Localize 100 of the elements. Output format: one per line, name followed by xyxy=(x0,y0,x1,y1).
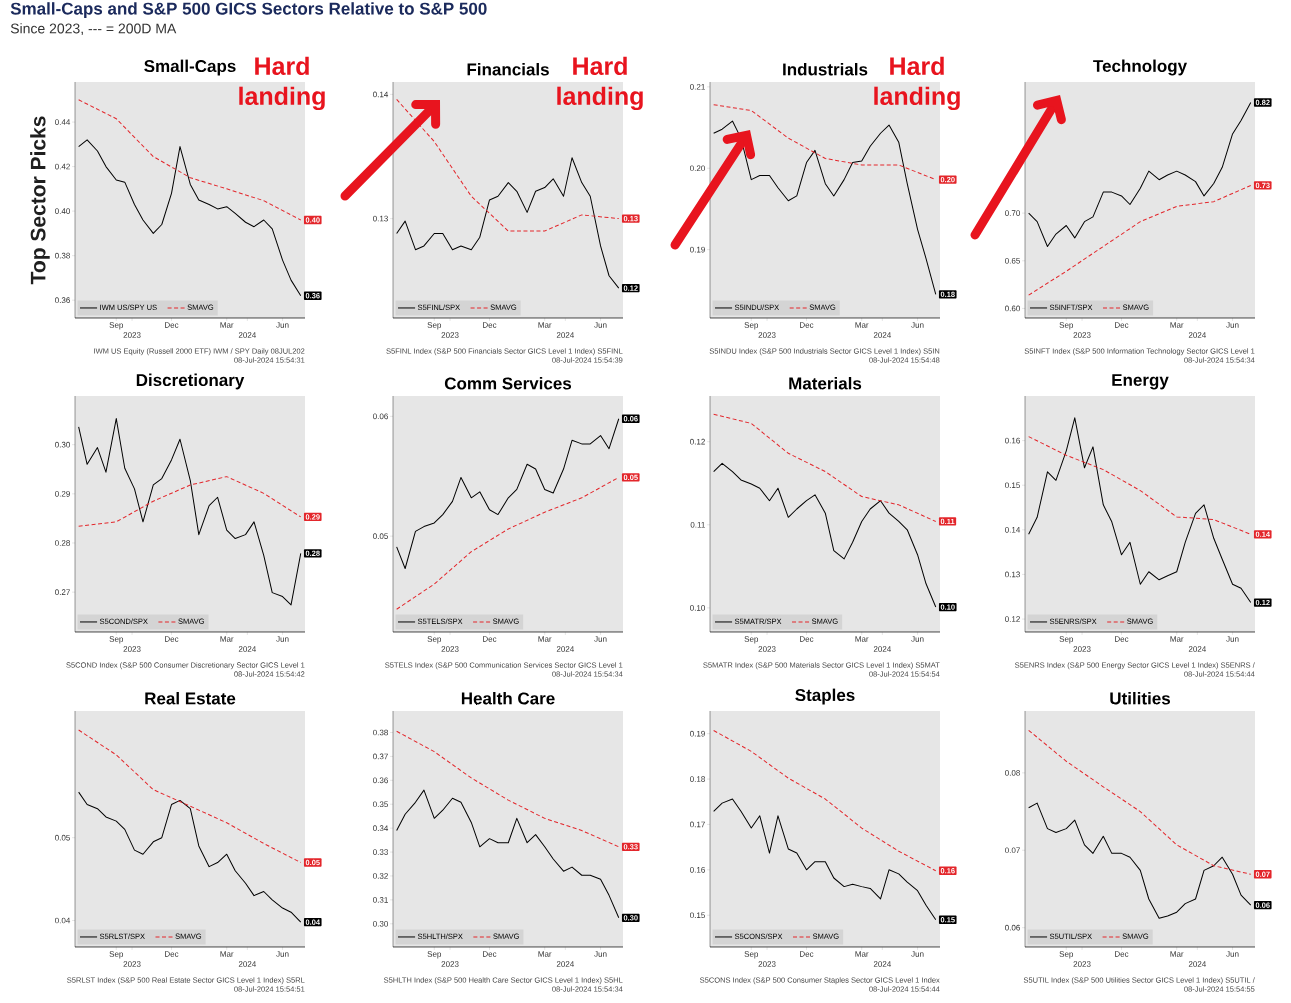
x-tick-label: Mar xyxy=(1170,322,1184,328)
y-tick-label: 0.18 xyxy=(690,776,705,782)
x-tick-label: Jun xyxy=(1226,951,1239,957)
y-tick-label: 0.60 xyxy=(1005,305,1020,312)
line-series xyxy=(1028,417,1252,604)
x-tick-label: Dec xyxy=(1115,322,1129,328)
line-series xyxy=(713,462,937,608)
y-tick-label: 0.16 xyxy=(690,867,705,873)
annotation: Hard landing xyxy=(874,56,960,111)
x2-tick-label: 2024 xyxy=(556,961,575,967)
x2-tick-label: 2024 xyxy=(873,646,892,652)
line-series xyxy=(713,730,937,872)
y-tick-label: 0.21 xyxy=(690,84,705,90)
x2-tick-label: 2024 xyxy=(556,332,575,338)
x2-tick-label: 2024 xyxy=(238,646,257,652)
text: Small-Caps and S&P 500 GICS Sectors Relative to S&P 500 xyxy=(10,2,487,19)
chart-title: Energy xyxy=(1112,374,1169,390)
x-tick-label: Mar xyxy=(538,636,552,642)
line-series xyxy=(713,120,937,295)
line-series xyxy=(78,729,302,864)
x2-tick-label: 2023 xyxy=(441,332,459,338)
chart-title: Real Estate xyxy=(145,691,236,705)
chart-title: Technology xyxy=(1093,59,1187,76)
line-series xyxy=(396,476,620,610)
y-tick-label: 0.06 xyxy=(373,413,388,420)
x-tick-label: Mar xyxy=(1170,636,1184,642)
x-tick-label: Jun xyxy=(1226,322,1239,328)
x-tick-label: Dec xyxy=(483,951,497,957)
y-tick-label: 0.08 xyxy=(1005,770,1020,776)
chart-title: Discretionary xyxy=(136,373,245,390)
annotation: Hard landing xyxy=(239,56,325,111)
line-series xyxy=(78,791,302,923)
y-tick-label: 0.30 xyxy=(55,441,70,448)
x-tick-label: Jun xyxy=(911,951,924,957)
y-tick-label: 0.10 xyxy=(690,605,705,611)
y-tick-label: 0.05 xyxy=(373,533,388,539)
y-tick-label: 0.15 xyxy=(1005,482,1020,489)
y-tick-label: 0.34 xyxy=(373,825,389,831)
chart-title: Health Care xyxy=(461,691,555,705)
annotation: Hard landing xyxy=(557,56,643,111)
y-tick-label: 0.32 xyxy=(373,873,388,879)
x-tick-label: Mar xyxy=(855,322,869,328)
y-tick-label: 0.35 xyxy=(373,801,388,808)
x-tick-label: Dec xyxy=(165,951,179,957)
line-series xyxy=(396,730,620,848)
x-tick-label: Dec xyxy=(165,636,179,642)
line-series xyxy=(78,139,302,297)
chart-title: Utilities xyxy=(1110,691,1171,705)
x2-tick-label: 2023 xyxy=(123,961,141,967)
x2-tick-label: 2024 xyxy=(238,332,257,338)
x-tick-label: Sep xyxy=(427,322,442,330)
x2-tick-label: 2023 xyxy=(1073,961,1091,967)
x2-tick-label: 2024 xyxy=(1188,961,1207,967)
y-tick-label: 0.31 xyxy=(373,897,388,903)
x-tick-label: Sep xyxy=(1059,322,1074,330)
x-tick-label: Dec xyxy=(483,322,497,328)
y-tick-label: 0.33 xyxy=(373,849,388,855)
y-tick-label: 0.11 xyxy=(690,521,705,528)
y-tick-label: 0.14 xyxy=(1005,526,1021,533)
chart-title: Staples xyxy=(795,688,855,705)
x2-tick-label: 2024 xyxy=(556,646,575,652)
x2-tick-label: 2023 xyxy=(758,646,776,652)
y-tick-label: 0.12 xyxy=(690,438,705,445)
x2-tick-label: 2023 xyxy=(1073,646,1091,652)
line-series xyxy=(1028,729,1252,875)
x-tick-label: Jun xyxy=(911,636,924,642)
y-tick-label: 0.40 xyxy=(55,208,70,214)
y-tick-label: 0.36 xyxy=(55,297,70,304)
x-tick-label: Sep xyxy=(427,636,442,644)
x-tick-label: Dec xyxy=(800,322,814,328)
x-tick-label: Dec xyxy=(483,636,497,642)
x-tick-label: Mar xyxy=(220,951,234,957)
y-tick-label: 0.06 xyxy=(1005,924,1020,931)
y-tick-label: 0.42 xyxy=(55,163,70,170)
y-tick-label: 0.04 xyxy=(55,917,71,924)
y-tick-label: 0.14 xyxy=(373,91,389,98)
chart-title: Materials xyxy=(789,376,862,390)
x-tick-label: Sep xyxy=(109,322,124,330)
x2-tick-label: 2023 xyxy=(441,961,459,967)
y-tick-label: 0.17 xyxy=(690,821,705,828)
x2-tick-label: 2024 xyxy=(873,332,892,338)
x-tick-label: Jun xyxy=(276,636,289,642)
y-tick-label: 0.44 xyxy=(55,119,71,125)
x2-tick-label: 2023 xyxy=(123,332,141,338)
x-tick-label: Dec xyxy=(800,951,814,957)
line-series xyxy=(713,798,937,921)
line-series xyxy=(396,418,620,569)
y-tick-label: 0.28 xyxy=(55,540,70,546)
x-tick-label: Mar xyxy=(538,322,552,328)
x-tick-label: Sep xyxy=(109,636,124,644)
chart-title: Small-Caps xyxy=(144,59,236,76)
y-tick-label: 0.07 xyxy=(1005,847,1020,854)
x-tick-label: Mar xyxy=(220,322,234,328)
line-series xyxy=(1028,101,1252,247)
x-tick-label: Mar xyxy=(538,951,552,957)
x-tick-label: Sep xyxy=(1059,636,1074,644)
x-tick-label: Jun xyxy=(594,636,607,642)
x2-tick-label: 2024 xyxy=(873,961,892,967)
line-series xyxy=(713,413,937,522)
y-tick-label: 0.19 xyxy=(690,730,705,737)
